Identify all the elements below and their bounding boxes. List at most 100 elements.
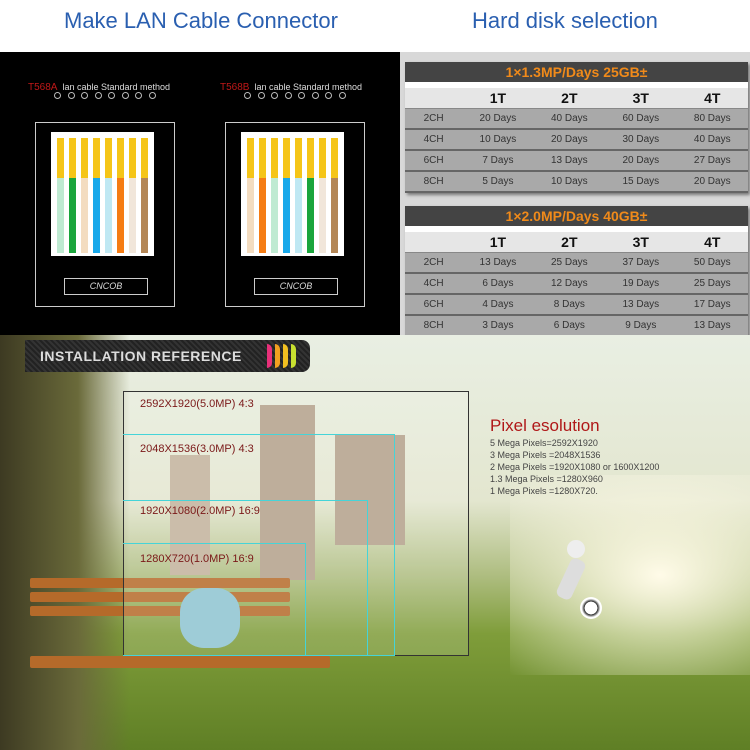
column-header: 2T (561, 234, 578, 250)
pixel-line: 2 Mega Pixels =1920X1080 or 1600X1200 (490, 462, 660, 472)
pin-circle (81, 92, 89, 99)
table-row: 8CH 3 Days 6 Days 9 Days 13 Days (405, 316, 748, 337)
pixel-line: 5 Mega Pixels=2592X1920 (490, 438, 598, 448)
wire-contact (92, 138, 100, 178)
wire-color (282, 178, 290, 253)
wire-contact (105, 138, 113, 178)
banner-title: INSTALLATION REFERENCE (40, 348, 242, 364)
wire (92, 138, 100, 253)
wire (307, 138, 315, 253)
bench (30, 578, 330, 688)
table-row: 8CH 5 Days 10 Days 15 Days 20 Days (405, 172, 748, 193)
column-header: 3T (632, 234, 649, 250)
table-row: 6CH 7 Days 13 Days 20 Days 27 Days (405, 151, 748, 172)
table-cell: 27 Days (693, 155, 731, 166)
building (335, 435, 405, 545)
wire-color (295, 178, 303, 253)
wire (141, 138, 149, 253)
lan-heading: Make LAN Cable Connector (64, 8, 338, 33)
wire-window (241, 132, 344, 256)
column-header: 2T (561, 90, 578, 106)
column-header: 4T (704, 90, 721, 106)
table-cell: 13 Days (622, 299, 660, 310)
pin-circle (338, 92, 346, 99)
wire-color (68, 178, 76, 253)
figure (545, 540, 590, 610)
table-cell: 37 Days (622, 257, 660, 268)
soccer-ball (580, 597, 602, 619)
table-cell: 2CH (423, 257, 444, 268)
pin-circle (325, 92, 333, 99)
resolution-label: 2592X1920(5.0MP) 4:3 (140, 398, 254, 410)
table-cell: 3 Days (482, 320, 514, 331)
pin-circle (94, 92, 102, 99)
wire-contact (319, 138, 327, 178)
wire (246, 138, 254, 253)
table-cell: 13 Days (551, 155, 588, 166)
table-cell: 6 Days (482, 278, 514, 289)
table-cell: 9 Days (625, 320, 657, 331)
wire-color (258, 178, 266, 253)
connector-body: CNCOB (35, 122, 175, 307)
wire-color (105, 178, 113, 253)
wire-window (51, 132, 154, 256)
pin-numbers (54, 92, 156, 99)
wire-contact (117, 138, 125, 178)
wire (270, 138, 278, 253)
table-row: 2CH 20 Days 40 Days 60 Days 80 Days (405, 109, 748, 130)
table-cell: 10 Days (551, 176, 588, 187)
wire-color (270, 178, 278, 253)
wire-contact (282, 138, 290, 178)
resolution-box-1mp (123, 543, 306, 656)
table-cell: 6 Days (553, 320, 585, 331)
table-cell: 4 Days (482, 299, 514, 310)
table-cell: 17 Days (693, 299, 731, 310)
rj45-connector-t568b: CNCOB (225, 92, 365, 312)
table-cell: 13 Days (693, 320, 731, 331)
column-header: 3T (632, 90, 649, 106)
pixel-line: 1.3 Mega Pixels =1280X960 (490, 474, 603, 484)
wire (80, 138, 88, 253)
table-cell: 13 Days (479, 257, 517, 268)
table-cell: 40 Days (693, 134, 731, 145)
table-cell: 40 Days (551, 113, 588, 124)
tree (0, 335, 130, 750)
pin-circle (244, 92, 251, 99)
table-cell: 4CH (423, 134, 444, 145)
wire (129, 138, 137, 253)
table-title: 1×2.0MP/Days 40GB± (405, 206, 748, 226)
table-row: 4CH 10 Days 20 Days 30 Days 40 Days (405, 130, 748, 151)
table-cell: 60 Days (622, 113, 660, 124)
wire (117, 138, 125, 253)
pin-circle (67, 92, 75, 99)
wire-contact (141, 138, 149, 178)
table-cell: 6CH (423, 155, 444, 166)
table-header-row: 1T 2T 3T 4T (405, 88, 748, 109)
pixel-line: 3 Mega Pixels =2048X1536 (490, 450, 601, 460)
table-cell: 15 Days (622, 176, 660, 187)
table-cell: 7 Days (482, 155, 514, 166)
standard-label: T568A lan cable Standard method (28, 82, 170, 93)
table-cell: 20 Days (693, 176, 731, 187)
table-cell: 5 Days (482, 176, 514, 187)
wire-color (331, 178, 339, 253)
wire (282, 138, 290, 253)
wire-contact (307, 138, 315, 178)
pin-numbers (244, 92, 346, 99)
wire-color (92, 178, 100, 253)
wire-color (319, 178, 327, 253)
wire-color (307, 178, 315, 253)
wire-color (129, 178, 137, 253)
pin-circle (135, 92, 143, 99)
wire-contact (258, 138, 266, 178)
pixel-line: 1 Mega Pixels =1280X720. (490, 486, 598, 496)
table-cell: 8CH (423, 176, 444, 187)
wire (68, 138, 76, 253)
sunlight (510, 475, 750, 675)
table-row: 6CH 4 Days 8 Days 13 Days 17 Days (405, 295, 748, 316)
storage-table: 1×2.0MP/Days 40GB± 1T 2T 3T 4T 2CH 13 Days 25 D… (405, 206, 748, 337)
pin-circle (148, 92, 156, 99)
divider (405, 82, 748, 88)
pin-circle (298, 92, 306, 99)
pixel-resolution-title: Pixel esolution (490, 416, 600, 435)
